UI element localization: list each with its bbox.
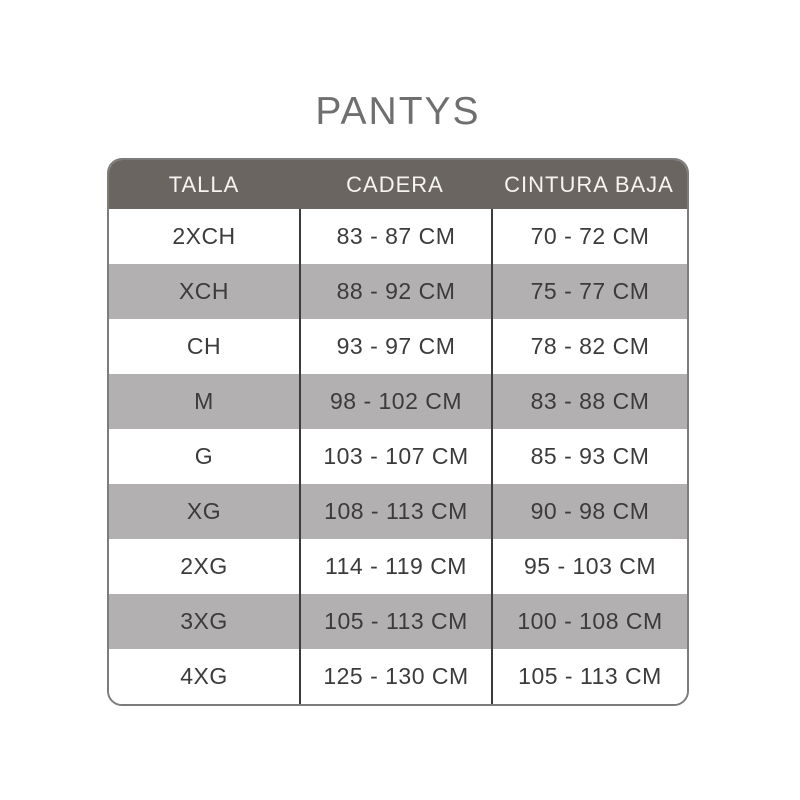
table-row: G 103 - 107 CM 85 - 93 CM	[109, 429, 687, 484]
talla-cell: 4XG	[180, 663, 228, 689]
column-header-cintura-baja: CINTURA BAJA	[504, 171, 674, 197]
cintura-baja-cell: 105 - 113 CM	[491, 649, 687, 704]
cadera-cell: 125 - 130 CM	[299, 649, 491, 704]
talla-cell: XCH	[178, 278, 230, 304]
cadera-cell: 103 - 107 CM	[299, 429, 491, 484]
table-row: M 98 - 102 CM 83 - 88 CM	[109, 374, 687, 429]
cadera-cell: 114 - 119 CM	[299, 539, 491, 594]
table-row: XCH 88 - 92 CM 75 - 77 CM	[109, 264, 687, 319]
cintura-baja-cell: 95 - 103 CM	[491, 539, 687, 594]
cadera-cell: 93 - 97 CM	[299, 319, 491, 374]
cintura-baja-cell: 90 - 98 CM	[491, 484, 687, 539]
cadera-cell: 88 - 92 CM	[299, 264, 491, 319]
talla-cell: M	[194, 388, 214, 414]
cadera-cell: 98 - 102 CM	[299, 374, 491, 429]
cadera-cell: 83 - 87 CM	[299, 209, 491, 264]
cadera-cell: 105 - 113 CM	[299, 594, 491, 649]
cintura-baja-cell: 83 - 88 CM	[491, 374, 687, 429]
column-header-cadera: CADERA	[346, 171, 444, 197]
table-header-row: TALLA CADERA CINTURA BAJA	[109, 160, 687, 209]
talla-cell: 2XCH	[172, 223, 236, 249]
table-body: 2XCH 83 - 87 CM 70 - 72 CM XCH 88 - 92 C…	[109, 209, 687, 704]
cadera-cell: 108 - 113 CM	[299, 484, 491, 539]
table-row: 3XG 105 - 113 CM 100 - 108 CM	[109, 594, 687, 649]
column-header-talla: TALLA	[168, 171, 240, 197]
table-row: CH 93 - 97 CM 78 - 82 CM	[109, 319, 687, 374]
talla-cell: 2XG	[180, 553, 228, 579]
cintura-baja-cell: 85 - 93 CM	[491, 429, 687, 484]
talla-cell: G	[194, 443, 214, 469]
size-table: TALLA CADERA CINTURA BAJA 2XCH 83 - 87 C…	[107, 158, 689, 706]
cintura-baja-cell: 78 - 82 CM	[491, 319, 687, 374]
cintura-baja-cell: 70 - 72 CM	[491, 209, 687, 264]
table-row: 4XG 125 - 130 CM 105 - 113 CM	[109, 649, 687, 704]
cintura-baja-cell: 75 - 77 CM	[491, 264, 687, 319]
talla-cell: XG	[186, 498, 222, 524]
talla-cell: 3XG	[180, 608, 228, 634]
table-row: 2XG 114 - 119 CM 95 - 103 CM	[109, 539, 687, 594]
table-row: 2XCH 83 - 87 CM 70 - 72 CM	[109, 209, 687, 264]
table-row: XG 108 - 113 CM 90 - 98 CM	[109, 484, 687, 539]
talla-cell: CH	[186, 333, 222, 359]
cintura-baja-cell: 100 - 108 CM	[491, 594, 687, 649]
page-title: PANTYS	[315, 90, 481, 133]
